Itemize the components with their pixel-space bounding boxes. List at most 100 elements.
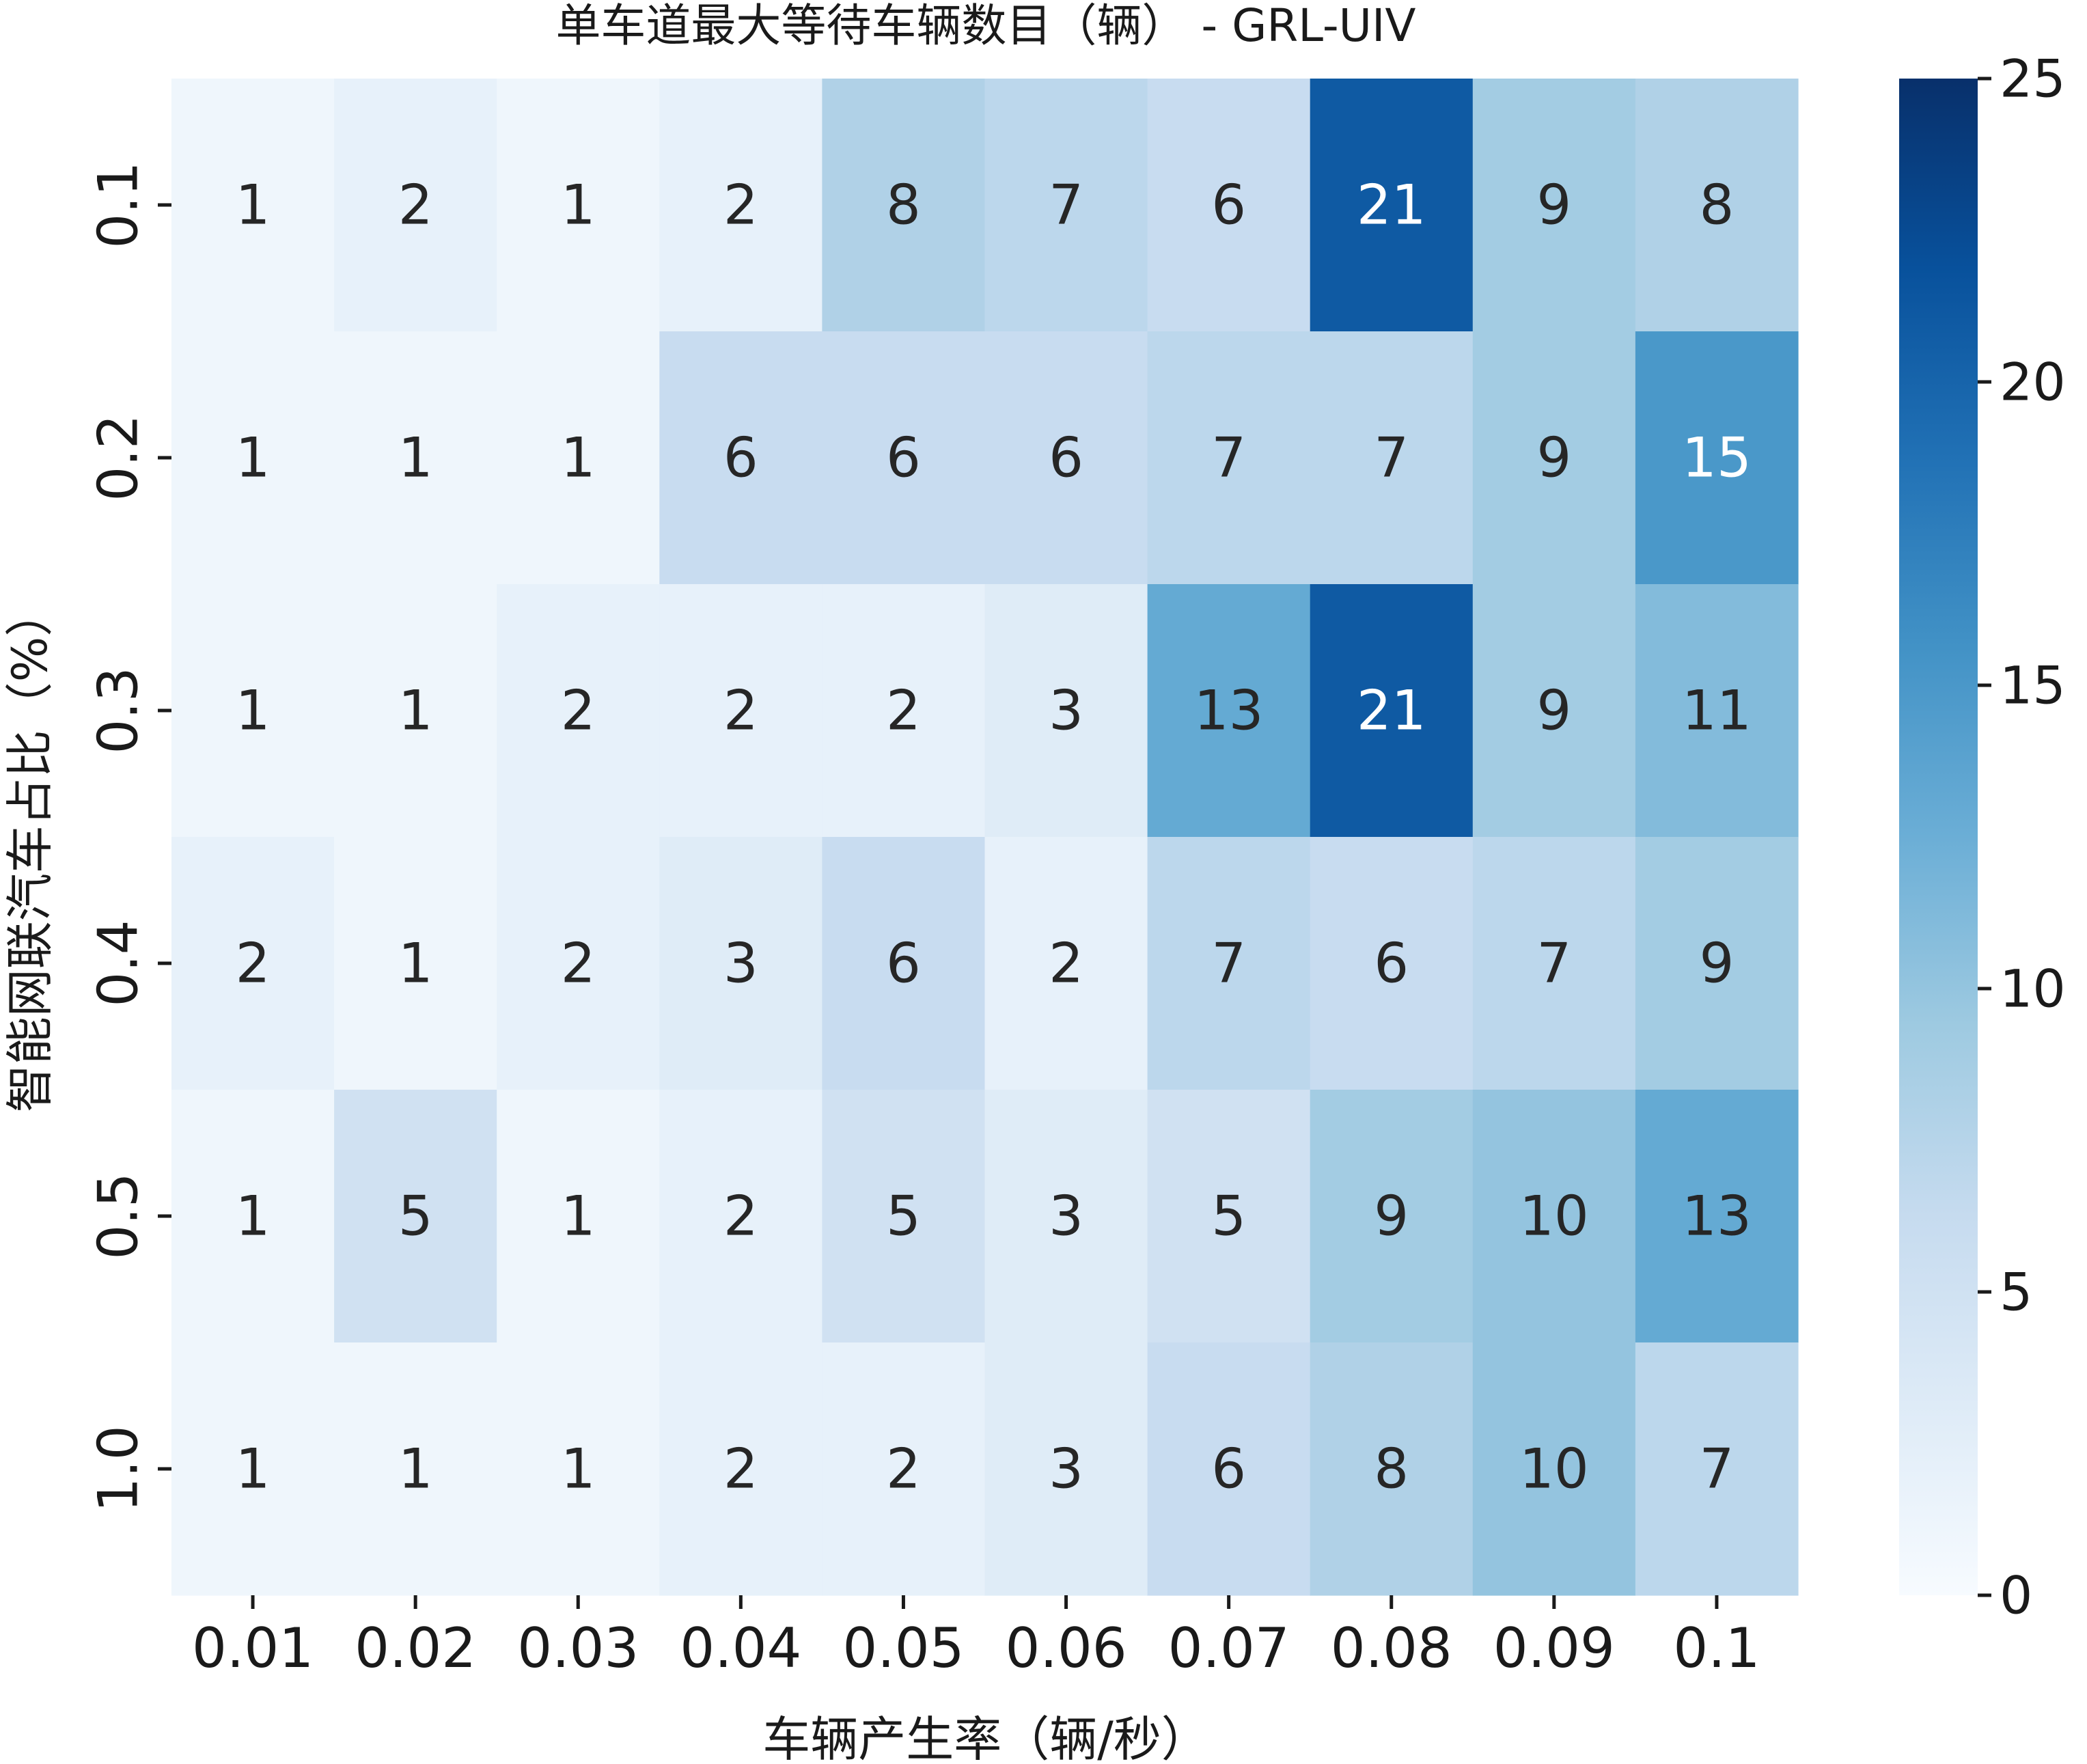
heatmap-cell — [822, 79, 986, 332]
heatmap-cell — [659, 1090, 823, 1343]
heatmap-cell — [822, 1342, 986, 1596]
colorbar-tick-label: 15 — [2000, 655, 2066, 716]
cell-value-label: 13 — [1682, 1185, 1752, 1248]
heatmap-cell — [984, 331, 1148, 585]
heatmap-cell — [1147, 1342, 1311, 1596]
y-tick-label: 0.1 — [87, 161, 150, 248]
heatmap-cell — [984, 1090, 1148, 1343]
heatmap-cell — [497, 1090, 660, 1343]
heatmap-cell — [984, 1342, 1148, 1596]
cell-value-label: 6 — [1049, 426, 1083, 490]
cell-value-label: 1 — [561, 1185, 596, 1248]
cell-value-label: 7 — [1699, 1437, 1734, 1501]
cell-value-label: 1 — [236, 426, 271, 490]
heatmap-cell — [334, 584, 497, 838]
heatmap-cell — [171, 79, 335, 332]
heatmap-cell — [171, 1342, 335, 1596]
cell-value-label: 2 — [886, 679, 921, 743]
x-tick-label: 0.08 — [1331, 1616, 1452, 1680]
cell-value-label: 15 — [1682, 426, 1752, 490]
y-tick-label: 0.5 — [87, 1172, 150, 1259]
heatmap-cell — [659, 584, 823, 838]
heatmap-cell — [822, 1090, 986, 1343]
heatmap-cell — [171, 584, 335, 838]
y-tick-label: 0.3 — [87, 667, 150, 754]
heatmap-cell — [1147, 837, 1311, 1090]
cell-value-label: 6 — [1211, 1437, 1246, 1501]
cell-value-label: 9 — [1536, 174, 1571, 237]
heatmap-cell — [497, 584, 660, 838]
cell-value-label: 2 — [561, 679, 596, 743]
colorbar-tick-label: 10 — [2000, 959, 2066, 1019]
heatmap-cell — [171, 837, 335, 1090]
x-tick-label: 0.09 — [1493, 1616, 1615, 1680]
cell-value-label: 2 — [886, 1437, 921, 1501]
x-axis-label: 车辆产生率（辆/秒） — [762, 1711, 1209, 1764]
heatmap-cell — [1310, 1342, 1474, 1596]
cell-value-label: 1 — [398, 679, 433, 743]
heatmap-cell — [171, 1090, 335, 1343]
x-tick-label: 0.03 — [517, 1616, 639, 1680]
heatmap-cell — [1635, 1090, 1799, 1343]
colorbar-tick-label: 25 — [2000, 49, 2066, 109]
cell-value-label: 9 — [1699, 932, 1734, 995]
cell-value-label: 7 — [1211, 426, 1246, 490]
heatmap-cell — [334, 1090, 497, 1343]
heatmap-cell-labels: 1 2 1 2 8 7 6 21 9 81 1 1 6 6 6 7 7 9 151 1 2 2 2 3 13 21 9 112 1 2 3 6… — [236, 174, 1752, 1501]
cell-value-label: 1 — [561, 1437, 596, 1501]
heatmap-cell — [659, 79, 823, 332]
cell-value-label: 1 — [236, 1185, 271, 1248]
heatmap-cell — [659, 1342, 823, 1596]
cell-value-label: 6 — [886, 426, 921, 490]
heatmap-cell — [1310, 584, 1474, 838]
heatmap-cell — [822, 584, 986, 838]
cell-value-label: 7 — [1049, 174, 1083, 237]
cell-value-label: 5 — [1211, 1185, 1246, 1248]
heatmap-cell — [984, 584, 1148, 838]
heatmap-cell — [1310, 331, 1474, 585]
heatmap-cell — [1472, 79, 1636, 332]
heatmap-cell — [659, 331, 823, 585]
cell-value-label: 10 — [1519, 1185, 1589, 1248]
heatmap-cell — [822, 331, 986, 585]
heatmap-cell — [334, 837, 497, 1090]
heatmap-cell — [497, 331, 660, 585]
cell-value-label: 1 — [398, 932, 433, 995]
cell-value-label: 6 — [886, 932, 921, 995]
cell-value-label: 2 — [236, 932, 271, 995]
heatmap-cell — [334, 1342, 497, 1596]
cell-value-label: 11 — [1682, 679, 1752, 743]
cell-value-label: 2 — [723, 1185, 758, 1248]
y-axis-label: 智能网联汽车占比（%） — [2, 589, 58, 1113]
heatmap-cell — [984, 837, 1148, 1090]
heatmap-cell — [1635, 331, 1799, 585]
heatmap-cell — [334, 79, 497, 332]
cell-value-label: 1 — [236, 174, 271, 237]
cell-value-label: 3 — [1049, 1185, 1083, 1248]
y-axis: 0.1 0.2 0.3 0.4 0.5 1.0 — [87, 161, 171, 1513]
cell-value-label: 9 — [1536, 679, 1571, 743]
cell-value-label: 2 — [1049, 932, 1083, 995]
cell-value-label: 21 — [1357, 174, 1426, 237]
colorbar-ticks: 0 5 10 15 20 25 — [1978, 49, 2066, 1626]
cell-value-label: 3 — [1049, 679, 1083, 743]
x-tick-label: 0.05 — [842, 1616, 964, 1680]
heatmap-cell — [497, 1342, 660, 1596]
heatmap-cell — [1472, 331, 1636, 585]
heatmap-cell — [659, 837, 823, 1090]
cell-value-label: 1 — [236, 679, 271, 743]
cell-value-label: 10 — [1519, 1437, 1589, 1501]
cell-value-label: 8 — [1699, 174, 1734, 237]
x-tick-label: 0.04 — [680, 1616, 801, 1680]
heatmap-cell — [334, 331, 497, 585]
y-tick-label: 1.0 — [87, 1425, 150, 1512]
cell-value-label: 2 — [723, 174, 758, 237]
cell-value-label: 6 — [723, 426, 758, 490]
heatmap-cell — [822, 837, 986, 1090]
heatmap-cell — [1147, 331, 1311, 585]
heatmap-cell — [497, 79, 660, 332]
heatmap-cell — [1310, 79, 1474, 332]
colorbar-tick-label: 5 — [2000, 1262, 2032, 1323]
cell-value-label: 9 — [1374, 1185, 1409, 1248]
